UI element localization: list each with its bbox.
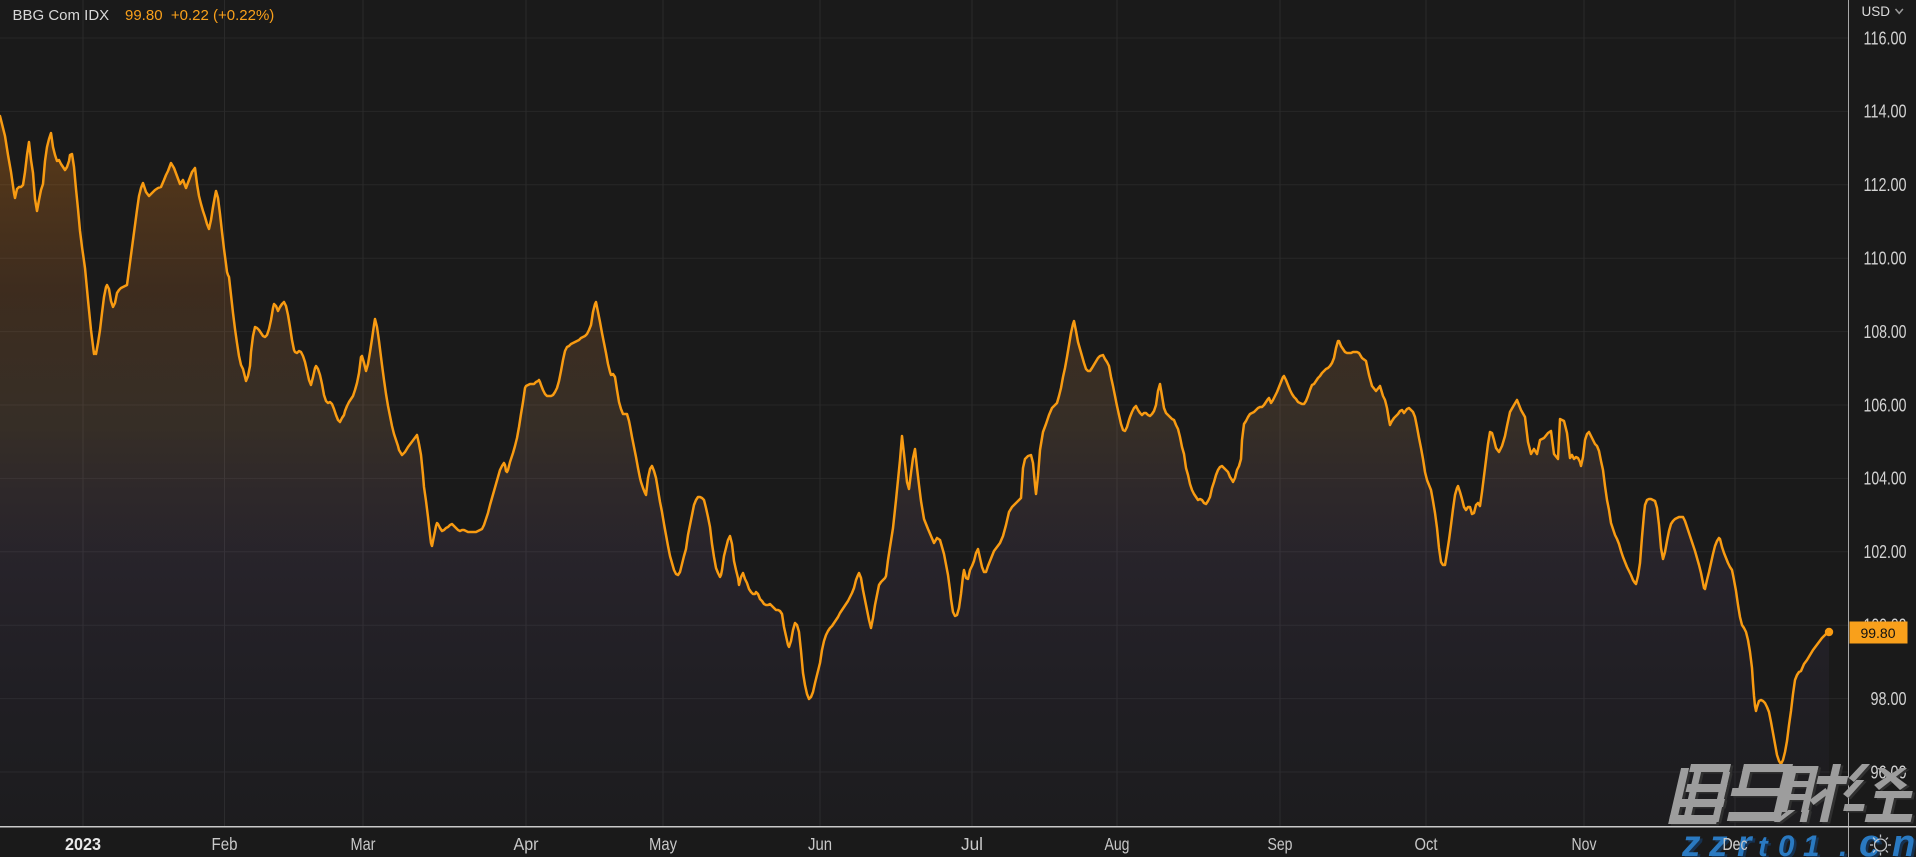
svg-text:Dec: Dec: [1723, 834, 1748, 854]
svg-text:0: 0: [1778, 830, 1795, 857]
svg-text:Mar: Mar: [351, 834, 376, 854]
svg-text:z: z: [1684, 825, 1704, 857]
svg-text:z: z: [1711, 825, 1731, 857]
svg-text:2023: 2023: [65, 834, 101, 854]
svg-text:Aug: Aug: [1105, 834, 1130, 854]
svg-text:Nov: Nov: [1572, 834, 1597, 854]
svg-text:Apr: Apr: [514, 834, 539, 854]
svg-text:.: .: [1842, 832, 1850, 857]
svg-text:110.00: 110.00: [1864, 248, 1907, 269]
svg-text:1: 1: [1803, 830, 1819, 857]
svg-text:Oct: Oct: [1415, 834, 1438, 854]
svg-text:USD: USD: [1862, 4, 1891, 19]
svg-text:106.00: 106.00: [1864, 394, 1907, 415]
svg-text:112.00: 112.00: [1864, 174, 1907, 195]
svg-text:.: .: [1839, 830, 1847, 857]
svg-text:May: May: [649, 834, 677, 854]
svg-text:BBG Com IDX: BBG Com IDX: [13, 7, 110, 24]
svg-text:98.00: 98.00: [1871, 688, 1907, 709]
svg-text:r: r: [1737, 823, 1754, 857]
svg-text:102.00: 102.00: [1864, 541, 1907, 562]
svg-text:c: c: [1862, 825, 1883, 857]
svg-text:108.00: 108.00: [1864, 321, 1907, 342]
svg-text:t: t: [1758, 831, 1769, 857]
svg-text:Sep: Sep: [1268, 834, 1293, 854]
svg-text:r: r: [1740, 825, 1757, 857]
svg-text:z: z: [1681, 823, 1701, 857]
svg-text:116.00: 116.00: [1864, 27, 1907, 48]
svg-text:Dec: Dec: [1723, 834, 1748, 854]
svg-text:114.00: 114.00: [1864, 101, 1907, 122]
svg-text:Jul: Jul: [961, 834, 983, 854]
svg-text:1: 1: [1806, 832, 1822, 857]
svg-text:Jun: Jun: [808, 834, 832, 854]
svg-text:t: t: [1761, 833, 1772, 857]
svg-text:99.80: 99.80: [1860, 625, 1895, 641]
svg-text:0: 0: [1781, 832, 1798, 857]
svg-text:z: z: [1708, 823, 1728, 857]
svg-text:n: n: [1892, 823, 1915, 857]
svg-text:Feb: Feb: [212, 834, 238, 854]
svg-text:104.00: 104.00: [1864, 468, 1907, 489]
svg-text:99.80 +0.22 (+0.22%): 99.80 +0.22 (+0.22%): [125, 7, 274, 24]
svg-text:n: n: [1895, 825, 1916, 857]
